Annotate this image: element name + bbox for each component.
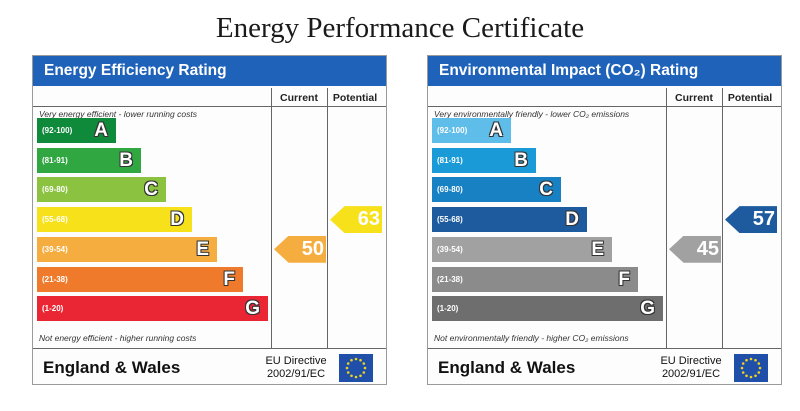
top-note: Very energy efficient - lower running co… [39,109,197,119]
rating-band-d: (55-68) D [432,207,587,233]
rating-band-b: (81-91) B [37,147,141,173]
column-header: Current [280,92,318,104]
eu-directive: EU Directive 2002/91/EC [261,355,331,381]
potential-rating-arrow: 57 [725,206,777,234]
potential-rating-arrow: 63 [330,206,382,234]
band-range: (55-68) [437,215,463,225]
environmental-impact-panel: Environmental Impact (CO₂) Rating Curren… [427,55,782,385]
band-letter: A [489,120,503,141]
band-letter: C [539,179,553,201]
band-letter: A [94,120,108,141]
directive-line: EU Directive [660,355,722,367]
column-divider [666,88,667,348]
band-letter: E [196,238,209,260]
current-rating-arrow: 45 [669,235,721,263]
eu-directive: EU Directive 2002/91/EC [656,355,726,381]
panel-title: Energy Efficiency Rating [33,56,386,86]
rating-band-f: (21-38) F [432,266,638,292]
band-range: (69-80) [437,185,463,195]
arrow-value: 45 [696,237,719,260]
rating-band-e: (39-54) E [37,236,217,262]
band-letter: G [640,298,655,320]
band-range: (69-80) [42,185,68,195]
directive-line: EU Directive [265,355,327,367]
band-letter: C [144,179,158,201]
arrow-value: 57 [752,208,775,231]
column-divider [327,88,328,348]
footer-region: England & Wales [438,358,576,377]
top-note: Very environmentally friendly - lower CO… [434,109,630,119]
rating-band-g: (1-20) G [37,296,268,322]
column-header: Potential [332,92,378,104]
band-letter: E [591,238,604,260]
band-range: (92-100) [437,126,468,135]
arrow-value: 63 [357,208,380,231]
header-divider [428,106,781,107]
column-divider [271,88,272,348]
band-range: (92-100) [42,126,73,135]
band-range: (39-54) [42,244,68,254]
band-letter: D [170,209,184,231]
header-divider [33,106,386,107]
page-title: Energy Performance Certificate [215,12,585,44]
rating-band-e: (39-54) E [432,236,612,262]
directive-line: 2002/91/EC [266,368,326,380]
rating-band-c: (69-80) C [432,177,561,203]
rating-band-g: (1-20) G [432,296,663,322]
column-header: Current [675,92,713,104]
footer-region: England & Wales [43,358,181,377]
band-letter: F [223,268,235,290]
band-letter: B [514,149,528,171]
rating-grid: Current Potential Very environmentally fri… [428,86,781,386]
directive-line: 2002/91/EC [661,368,721,380]
rating-band-f: (21-38) F [37,266,243,292]
rating-band-a: (92-100) A [432,118,511,143]
band-range: (39-54) [437,244,463,254]
panel-title: Environmental Impact (CO₂) Rating [428,56,781,86]
band-range: (21-38) [42,274,68,284]
rating-band-d: (55-68) D [37,207,192,233]
footer-divider [33,348,386,349]
footer-divider [428,348,781,349]
band-letter: G [245,298,260,320]
arrow-value: 50 [301,237,324,260]
band-letter: B [119,149,133,171]
current-rating-arrow: 50 [274,235,326,263]
band-range: (81-91) [42,155,68,165]
band-range: (21-38) [437,274,463,284]
band-range: (1-20) [437,304,459,314]
rating-band-b: (81-91) B [432,147,536,173]
band-range: (81-91) [437,155,463,165]
energy-efficiency-panel: Energy Efficiency Rating Current Potentia… [32,55,387,385]
eu-flag-icon [734,354,768,382]
eu-flag-icon [339,354,373,382]
column-divider [722,88,723,348]
rating-grid: Current Potential Very energy efficient - … [33,86,386,386]
band-letter: F [618,268,630,290]
column-header: Potential [727,92,773,104]
band-letter: D [565,209,579,231]
band-range: (1-20) [42,304,64,314]
band-range: (55-68) [42,215,68,225]
bottom-note: Not energy efficient - higher running co… [39,333,197,343]
rating-band-a: (92-100) A [37,118,116,143]
rating-band-c: (69-80) C [37,177,166,203]
bottom-note: Not environmentally friendly - higher CO… [434,333,629,343]
